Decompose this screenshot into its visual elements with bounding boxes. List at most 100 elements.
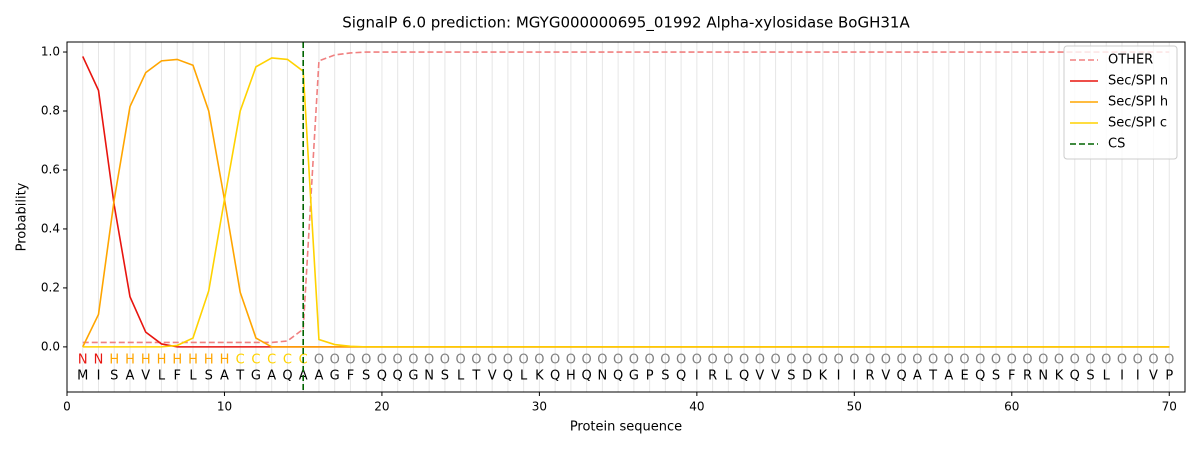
residue-label: O bbox=[361, 353, 371, 368]
residue-label: O bbox=[645, 353, 655, 368]
residue: R bbox=[1023, 368, 1032, 383]
residue-label: O bbox=[487, 353, 497, 368]
residue: S bbox=[205, 368, 213, 383]
x-tick-label: 60 bbox=[1004, 400, 1019, 414]
legend-box bbox=[1063, 45, 1178, 160]
legend-label: CS bbox=[1108, 137, 1125, 152]
residue: H bbox=[566, 368, 576, 383]
residue: F bbox=[1008, 368, 1015, 383]
residue: I bbox=[1120, 368, 1124, 383]
residue-label: O bbox=[629, 353, 639, 368]
residue-label: O bbox=[377, 353, 387, 368]
residue-label: H bbox=[204, 353, 214, 368]
residue-label: H bbox=[157, 353, 167, 368]
residue-label: O bbox=[534, 353, 544, 368]
residue-label: O bbox=[928, 353, 938, 368]
residue-label: O bbox=[550, 353, 560, 368]
residue-label: O bbox=[865, 353, 875, 368]
residue-label: O bbox=[786, 353, 796, 368]
chart-title: SignalP 6.0 prediction: MGYG000000695_01… bbox=[342, 14, 910, 33]
residue: I bbox=[1136, 368, 1140, 383]
y-tick-label: 0.8 bbox=[41, 103, 60, 117]
residue: V bbox=[488, 368, 497, 383]
residue: D bbox=[802, 368, 812, 383]
residue: V bbox=[755, 368, 764, 383]
x-tick-label: 10 bbox=[217, 400, 232, 414]
residue: Q bbox=[1070, 368, 1080, 383]
residue-label: O bbox=[991, 353, 1001, 368]
residue-label: O bbox=[959, 353, 969, 368]
residue: Q bbox=[739, 368, 749, 383]
residue-label: O bbox=[1038, 353, 1048, 368]
residue-label: O bbox=[330, 353, 340, 368]
residue-label: O bbox=[1133, 353, 1143, 368]
residue-label: O bbox=[314, 353, 324, 368]
residue-label: O bbox=[1022, 353, 1032, 368]
legend-label: OTHER bbox=[1108, 53, 1153, 68]
residue-label: O bbox=[975, 353, 985, 368]
residue-label: O bbox=[755, 353, 765, 368]
residue: V bbox=[141, 368, 150, 383]
residue-label: O bbox=[503, 353, 513, 368]
residue: P bbox=[1165, 368, 1173, 383]
x-tick-label: 30 bbox=[532, 400, 547, 414]
residue: M bbox=[77, 368, 88, 383]
residue: Q bbox=[550, 368, 560, 383]
residue-label: O bbox=[849, 353, 859, 368]
residue-label: H bbox=[172, 353, 182, 368]
residue: V bbox=[771, 368, 780, 383]
residue-label: O bbox=[770, 353, 780, 368]
residue-label: O bbox=[818, 353, 828, 368]
residue: L bbox=[189, 368, 197, 383]
residue: S bbox=[362, 368, 370, 383]
residue: A bbox=[220, 368, 229, 383]
residue-label: O bbox=[944, 353, 954, 368]
y-tick-label: 0.0 bbox=[41, 339, 60, 353]
residue: K bbox=[1055, 368, 1064, 383]
residue-label: O bbox=[456, 353, 466, 368]
residue: G bbox=[629, 368, 639, 383]
x-tick-label: 20 bbox=[374, 400, 389, 414]
residue-label: O bbox=[707, 353, 717, 368]
residue: S bbox=[110, 368, 118, 383]
residue: A bbox=[913, 368, 922, 383]
residue: V bbox=[1149, 368, 1158, 383]
residue-label: O bbox=[723, 353, 733, 368]
residue: S bbox=[1086, 368, 1094, 383]
residue: L bbox=[725, 368, 733, 383]
residue: S bbox=[441, 368, 449, 383]
residue: K bbox=[819, 368, 828, 383]
residue-label: O bbox=[1070, 353, 1080, 368]
residue: V bbox=[881, 368, 890, 383]
residue-label: O bbox=[519, 353, 529, 368]
residue-label: O bbox=[912, 353, 922, 368]
residue: N bbox=[598, 368, 608, 383]
residue-label: C bbox=[267, 353, 276, 368]
residue: N bbox=[1038, 368, 1048, 383]
residue: L bbox=[520, 368, 528, 383]
residue: T bbox=[235, 368, 244, 383]
residue: F bbox=[347, 368, 354, 383]
residue-label: O bbox=[440, 353, 450, 368]
residue-label: O bbox=[739, 353, 749, 368]
residue: I bbox=[852, 368, 856, 383]
residue-label: O bbox=[1148, 353, 1158, 368]
residue-label: O bbox=[1164, 353, 1174, 368]
y-tick-label: 1.0 bbox=[41, 45, 60, 59]
residue: F bbox=[173, 368, 180, 383]
x-axis-label: Protein sequence bbox=[570, 420, 682, 435]
residue-label: O bbox=[597, 353, 607, 368]
residue: I bbox=[695, 368, 699, 383]
residue: G bbox=[408, 368, 418, 383]
residue-label: C bbox=[283, 353, 292, 368]
residue: R bbox=[708, 368, 717, 383]
residue-label: H bbox=[220, 353, 230, 368]
residue-label: N bbox=[78, 353, 88, 368]
residue-label: O bbox=[660, 353, 670, 368]
plot-frame bbox=[66, 41, 1186, 393]
x-tick-label: 70 bbox=[1162, 400, 1177, 414]
residue-label: O bbox=[833, 353, 843, 368]
residue-label: O bbox=[1101, 353, 1111, 368]
series-line bbox=[82, 58, 1170, 348]
legend-label: Sec/SPI n bbox=[1108, 74, 1168, 89]
